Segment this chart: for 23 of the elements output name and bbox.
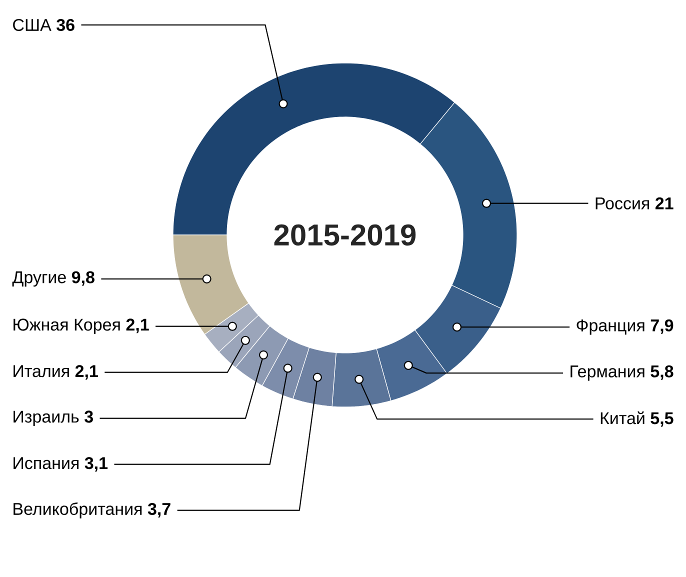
data-label: 21 bbox=[655, 197, 674, 210]
slice-label: Россия bbox=[596, 198, 650, 210]
slice-label: Франция bbox=[576, 319, 644, 335]
data-label: 3,1 bbox=[84, 457, 108, 472]
slice-label: Великобритания bbox=[14, 502, 142, 518]
data-label: 5,8 bbox=[650, 365, 674, 380]
data-label: 5,5 bbox=[650, 412, 674, 427]
data-label: 3,7 bbox=[148, 502, 170, 518]
text: 2015-2019 bbox=[274, 224, 416, 246]
data-label: 2,1 bbox=[75, 365, 98, 380]
data-label: 3 bbox=[84, 410, 93, 423]
data-label: 2,1 bbox=[126, 318, 149, 334]
slice-label: Испания bbox=[14, 457, 79, 470]
slice-label: Италия bbox=[14, 365, 69, 378]
slice-label: США bbox=[13, 18, 52, 31]
data-label: 7,9 bbox=[650, 319, 674, 334]
slice-label: Другие bbox=[12, 271, 66, 287]
data-label: 36 bbox=[56, 18, 74, 32]
slice-label: Германия bbox=[570, 366, 644, 381]
slice-label: Израиль bbox=[14, 410, 79, 426]
slice-label: Южная Корея bbox=[14, 318, 120, 334]
data-label: 9,8 bbox=[72, 271, 94, 286]
slice-label: Китай bbox=[600, 411, 644, 424]
